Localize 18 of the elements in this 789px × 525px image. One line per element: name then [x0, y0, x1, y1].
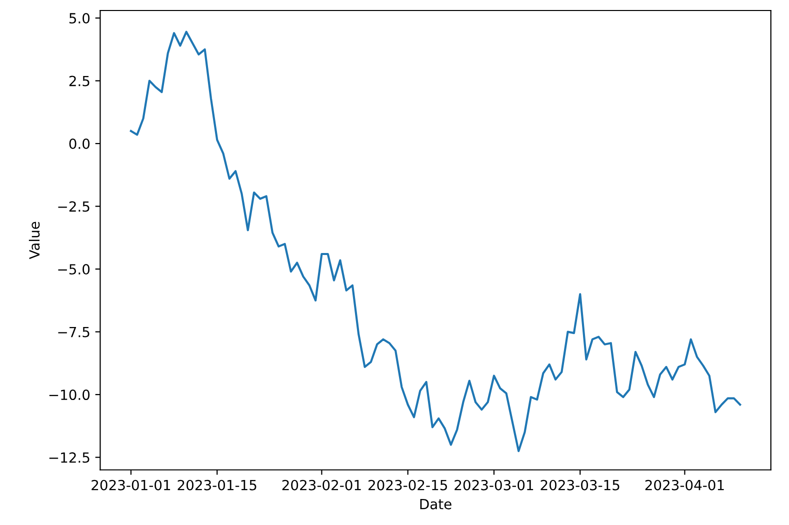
x-axis-title: Date — [420, 499, 452, 510]
x-tick-label: 2023-03-01 — [454, 480, 534, 490]
y-axis-title: Value — [28, 222, 40, 260]
y-tick-label: −10.0 — [49, 390, 90, 400]
line-series — [130, 30, 742, 452]
x-tick-label: 2023-01-01 — [92, 480, 170, 490]
x-tick-label: 2023-02-15 — [368, 480, 447, 490]
y-tick-label: −2.5 — [58, 201, 90, 212]
x-tick-label: 2023-02-01 — [282, 480, 361, 490]
y-tick-label: 2.5 — [69, 76, 90, 86]
y-tick-label: −7.5 — [58, 326, 90, 338]
y-tick-label: −12.5 — [49, 452, 90, 463]
y-tick-label: −5.0 — [58, 264, 90, 275]
x-tick-label: 2023-01-15 — [178, 480, 256, 490]
y-tick-label: 0.0 — [69, 138, 90, 150]
y-tick-label: 5.0 — [69, 13, 90, 24]
x-tick-label: 2023-03-15 — [540, 480, 620, 490]
x-tick-label: 2023-04-01 — [645, 480, 724, 490]
